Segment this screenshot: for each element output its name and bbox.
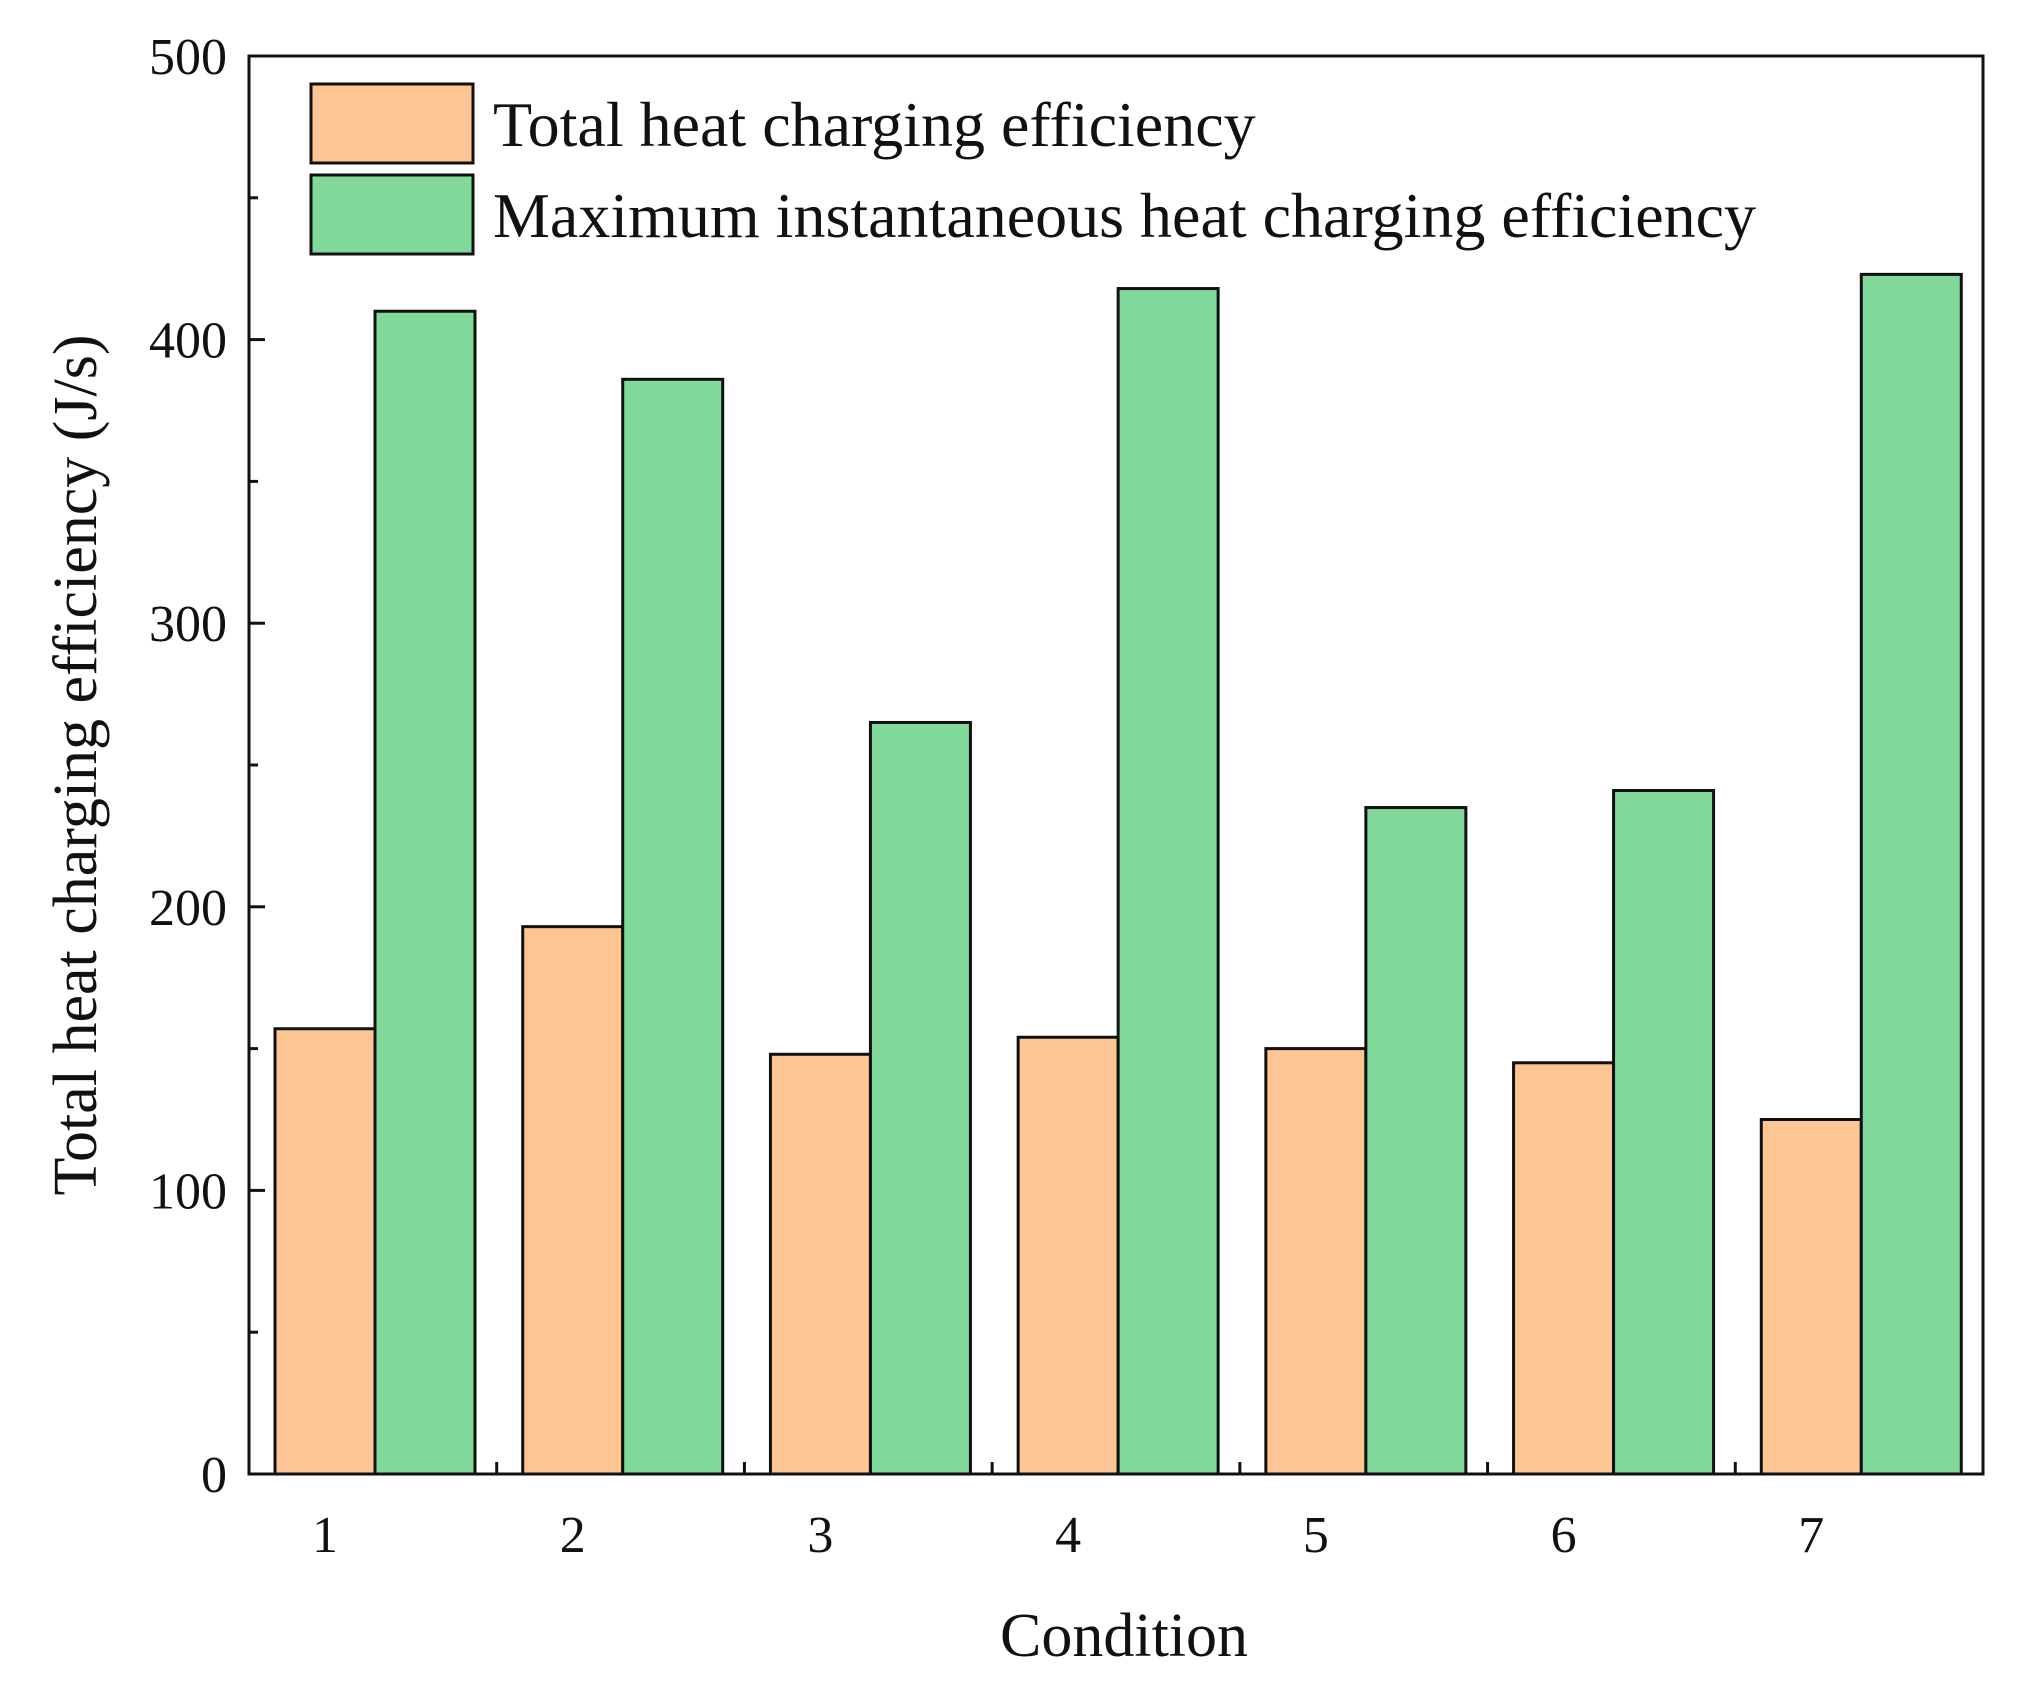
- bar-total-condition-7: [1759, 1118, 1863, 1476]
- bar-total-condition-5: [1264, 1047, 1368, 1476]
- legend-label-total: Total heat charging efficiency: [493, 89, 1256, 160]
- legend-swatch-maximum: [309, 173, 475, 256]
- bar-maximum-condition-4: [1116, 287, 1220, 1476]
- bar-maximum-condition-5: [1364, 806, 1468, 1476]
- bar-total-condition-4: [1016, 1035, 1120, 1476]
- bar-maximum-condition-6: [1612, 789, 1716, 1476]
- y-axis-title: Total heat charging efficiency (J/s): [42, 334, 110, 1195]
- x-tick-label-6: 6: [1551, 1507, 1577, 1564]
- legend: Total heat charging efficiency Maximum i…: [309, 82, 1756, 256]
- legend-swatch-total: [309, 82, 475, 165]
- x-tick-label-4: 4: [1055, 1507, 1081, 1564]
- y-axis: 0 100 200 300 400 500: [149, 29, 265, 1504]
- bar-maximum-condition-3: [868, 720, 972, 1476]
- x-tick-label-1: 1: [312, 1507, 338, 1564]
- bar-maximum-condition-2: [621, 377, 725, 1476]
- y-tick-label: 300: [149, 596, 227, 653]
- x-tick-label-7: 7: [1798, 1507, 1824, 1564]
- legend-label-maximum: Maximum instantaneous heat charging effi…: [493, 180, 1756, 251]
- bars-layer: [273, 272, 1963, 1476]
- x-tick-label-5: 5: [1303, 1507, 1329, 1564]
- bar-maximum-condition-7: [1859, 272, 1963, 1476]
- x-tick-label-2: 2: [560, 1507, 586, 1564]
- bar-total-condition-6: [1512, 1061, 1616, 1476]
- y-tick-label: 500: [149, 29, 227, 86]
- bar-total-condition-3: [768, 1052, 872, 1476]
- y-tick-label: 400: [149, 313, 227, 370]
- bar-maximum-condition-1: [373, 309, 477, 1476]
- bar-total-condition-1: [273, 1027, 377, 1476]
- y-tick-label: 200: [149, 880, 227, 937]
- x-axis-title: Condition: [1000, 1602, 1248, 1670]
- x-axis: 1 2 3 4 5 6 7: [312, 1462, 1824, 1564]
- y-tick-label: 100: [149, 1163, 227, 1220]
- y-tick-label: 0: [201, 1447, 227, 1504]
- x-tick-label-3: 3: [807, 1507, 833, 1564]
- bar-total-condition-2: [521, 925, 625, 1476]
